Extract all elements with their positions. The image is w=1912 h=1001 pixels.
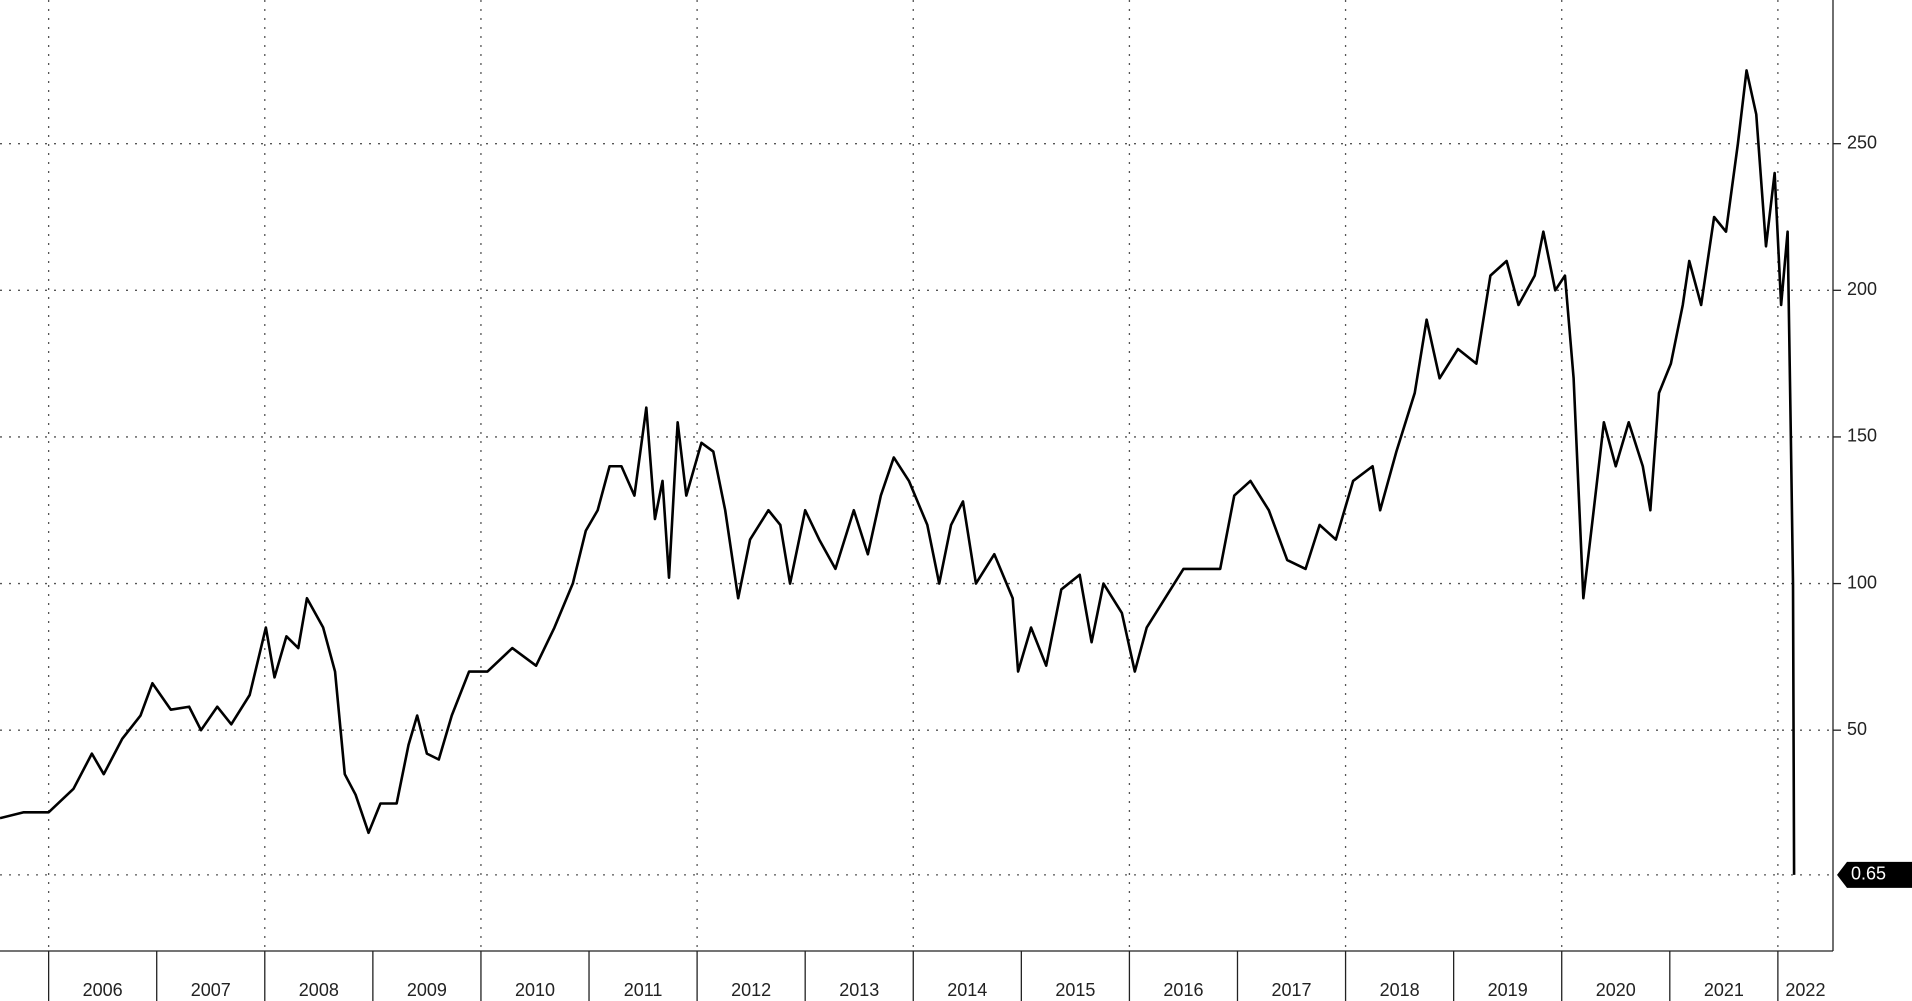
price-line xyxy=(0,69,1796,875)
x-tick-label: 2006 xyxy=(83,980,123,1000)
x-tick-label: 2022 xyxy=(1785,980,1825,1000)
x-tick-label: 2013 xyxy=(839,980,879,1000)
y-tick-label: 200 xyxy=(1847,279,1877,299)
y-tick-label: 50 xyxy=(1847,719,1867,739)
x-tick-label: 2008 xyxy=(299,980,339,1000)
x-tick-label: 2021 xyxy=(1704,980,1744,1000)
x-tick-label: 2010 xyxy=(515,980,555,1000)
x-tick-label: 2018 xyxy=(1380,980,1420,1000)
x-tick-label: 2014 xyxy=(947,980,987,1000)
x-tick-label: 2016 xyxy=(1163,980,1203,1000)
x-tick-label: 2015 xyxy=(1055,980,1095,1000)
x-tick-label: 2019 xyxy=(1488,980,1528,1000)
x-tick-label: 2009 xyxy=(407,980,447,1000)
y-tick-label: 150 xyxy=(1847,426,1877,446)
last-value-box xyxy=(1837,861,1912,888)
last-value-label: 0.65 xyxy=(1851,864,1886,884)
y-tick-label: 100 xyxy=(1847,572,1877,592)
x-tick-label: 2017 xyxy=(1272,980,1312,1000)
x-tick-label: 2012 xyxy=(731,980,771,1000)
x-tick-label: 2020 xyxy=(1596,980,1636,1000)
x-tick-label: 2011 xyxy=(624,980,663,1000)
x-tick-label: 2007 xyxy=(191,980,231,1000)
y-tick-label: 250 xyxy=(1847,132,1877,152)
